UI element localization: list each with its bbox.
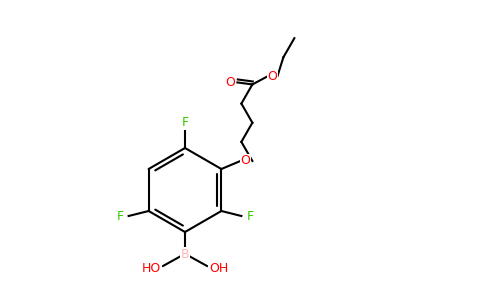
Text: OH: OH	[209, 262, 228, 275]
Text: F: F	[246, 209, 254, 223]
Text: B: B	[181, 248, 189, 260]
Text: O: O	[241, 154, 250, 167]
Text: O: O	[226, 76, 235, 89]
Text: F: F	[117, 209, 123, 223]
Text: HO: HO	[142, 262, 161, 275]
Text: O: O	[268, 70, 277, 83]
Text: F: F	[182, 116, 189, 130]
